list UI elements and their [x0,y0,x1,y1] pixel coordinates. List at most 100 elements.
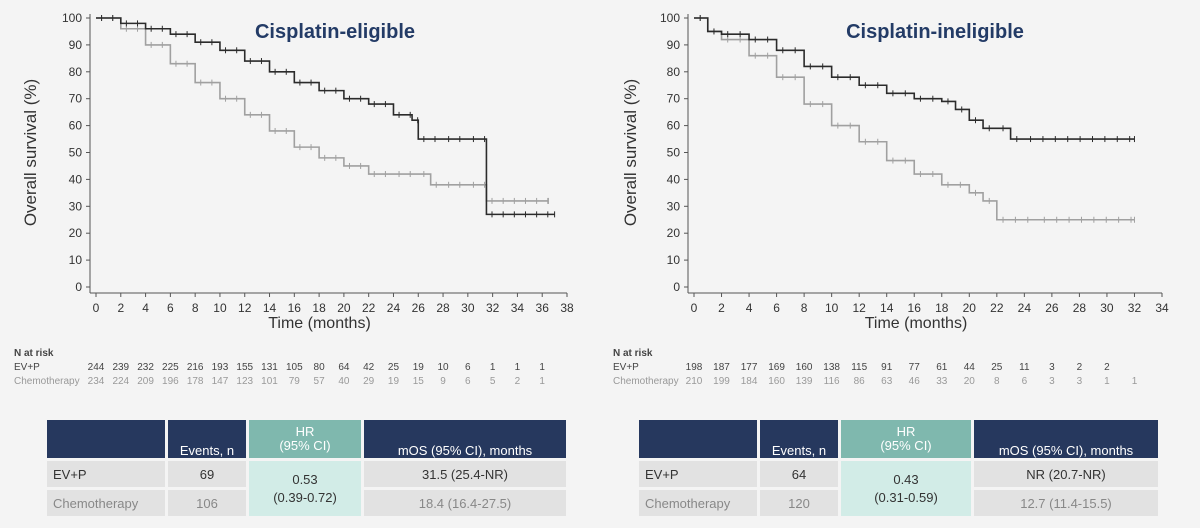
at-risk-table: N at risk EV+P Chemotherapy 244 234 239 224… [14,348,594,398]
at-risk-ev-value: 232 [137,362,154,373]
at-risk-chemo-value: 40 [338,376,350,387]
at-risk-ev-value: 77 [908,362,920,373]
x-tick-label: 34 [1155,301,1169,315]
row-chemo-mos: 18.4 (16.4-27.5) [364,490,566,516]
y-tick-label: 80 [667,65,681,79]
at-risk-chemo-value: 3 [1076,376,1083,387]
at-risk-chemo-value: 1 [1131,376,1138,387]
chemotherapy-survival-line [694,17,1135,221]
at-risk-table: N at risk EV+P Chemotherapy 198 210 187 199… [613,348,1193,398]
hr-value: 0.53 [292,471,318,487]
at-risk-chemo-value: 5 [489,376,496,387]
x-axis-title: Time (months) [865,315,968,332]
at-risk-ev-value: 131 [261,362,278,373]
header-mos: mOS (95% CI), months [364,420,566,458]
at-risk-ev-value: 1 [489,362,496,373]
x-tick-label: 8 [801,301,808,315]
y-tick-label: 70 [69,92,83,106]
y-tick-label: 50 [667,146,681,160]
x-tick-label: 30 [1100,301,1114,315]
header-blank [47,420,165,458]
y-tick-label: 100 [660,11,680,25]
x-tick-label: 16 [908,301,922,315]
row-chemo-events: 120 [760,490,838,516]
row-evp-events: 69 [168,461,246,487]
at-risk-ev-value: 6 [465,362,471,373]
x-tick-label: 14 [263,301,277,315]
y-tick-label: 80 [69,65,83,79]
y-tick-label: 90 [667,38,681,52]
at-risk-ev-value: 91 [881,362,893,373]
x-tick-label: 0 [93,301,100,315]
y-tick-label: 20 [667,226,681,240]
header-blank [639,420,757,458]
at-risk-chemo-value: 15 [412,376,424,387]
at-risk-chemo-value: 101 [261,376,278,387]
x-tick-label: 22 [990,301,1004,315]
at-risk-ev-value: 115 [851,362,868,373]
at-risk-ev-value: 244 [87,362,105,373]
at-risk-chemo-value: 2 [514,376,521,387]
at-risk-chemo-value: 1 [539,376,545,387]
at-risk-chemo-value: 147 [211,376,229,387]
x-tick-label: 20 [963,301,977,315]
at-risk-ev-value: 216 [186,362,204,373]
at-risk-ev-label: EV+P [14,362,40,373]
y-tick-label: 60 [69,119,83,133]
at-risk-ev-value: 155 [236,362,254,373]
at-risk-ev-value: 225 [162,362,179,373]
at-risk-ev-value: 193 [211,362,229,373]
at-risk-ev-value: 19 [412,362,424,373]
at-risk-chemo-value: 9 [440,376,446,387]
row-evp-label: EV+P [639,461,757,487]
y-tick-label: 50 [69,146,83,160]
at-risk-ev-value: 10 [437,362,449,373]
at-risk-ev-value: 64 [338,362,350,373]
header-events: Events, n [760,420,838,458]
y-tick-label: 30 [69,199,83,213]
at-risk-chemo-value: 139 [795,376,813,387]
at-risk-chemo-value: 57 [313,376,325,387]
at-risk-ev-value: 2 [1076,362,1083,373]
hr-ci: (0.39-0.72) [273,489,337,505]
x-axis-title: Time (months) [268,315,371,332]
results-table: Events, n HR (95% CI) mOS (95% CI), mont… [44,417,569,519]
x-tick-label: 22 [362,301,376,315]
ev-p-survival-line [96,17,555,216]
at-risk-chemo-value: 209 [137,376,154,387]
at-risk-chemo-value: 63 [881,376,893,387]
x-tick-label: 6 [773,301,780,315]
at-risk-ev-value: 239 [112,362,130,373]
x-tick-label: 4 [746,301,753,315]
at-risk-chemo-value: 184 [740,376,758,387]
results-table: Events, n HR (95% CI) mOS (95% CI), mont… [636,417,1161,519]
at-risk-ev-value: 44 [963,362,975,373]
at-risk-ev-value: 80 [313,362,325,373]
at-risk-chemo-value: 6 [465,376,471,387]
y-tick-label: 60 [667,119,681,133]
hr-value-cell: 0.53 (0.39-0.72) [249,461,361,516]
row-evp-events: 64 [760,461,838,487]
x-tick-label: 10 [825,301,839,315]
hr-ci: (0.31-0.59) [874,489,938,505]
y-axis-title: Overall survival (%) [621,79,640,226]
at-risk-ev-value: 25 [991,362,1003,373]
at-risk-ev-value: 1 [514,362,521,373]
row-chemo-label: Chemotherapy [47,490,165,516]
at-risk-chemo-value: 196 [162,376,179,387]
at-risk-ev-value: 198 [685,362,703,373]
at-risk-chemo-value: 1 [1104,376,1110,387]
header-mos: mOS (95% CI), months [974,420,1158,458]
chart-title: Cisplatin-eligible [255,21,415,43]
x-tick-label: 34 [511,301,525,315]
ev-p-survival-line [694,17,1135,140]
at-risk-ev-value: 42 [363,362,375,373]
at-risk-chemo-label: Chemotherapy [613,376,679,387]
at-risk-ev-value: 11 [1019,362,1030,373]
y-tick-label: 90 [69,38,83,52]
at-risk-chemo-value: 199 [713,376,730,387]
at-risk-chemo-value: 178 [186,376,204,387]
at-risk-ev-value: 1 [539,362,545,373]
